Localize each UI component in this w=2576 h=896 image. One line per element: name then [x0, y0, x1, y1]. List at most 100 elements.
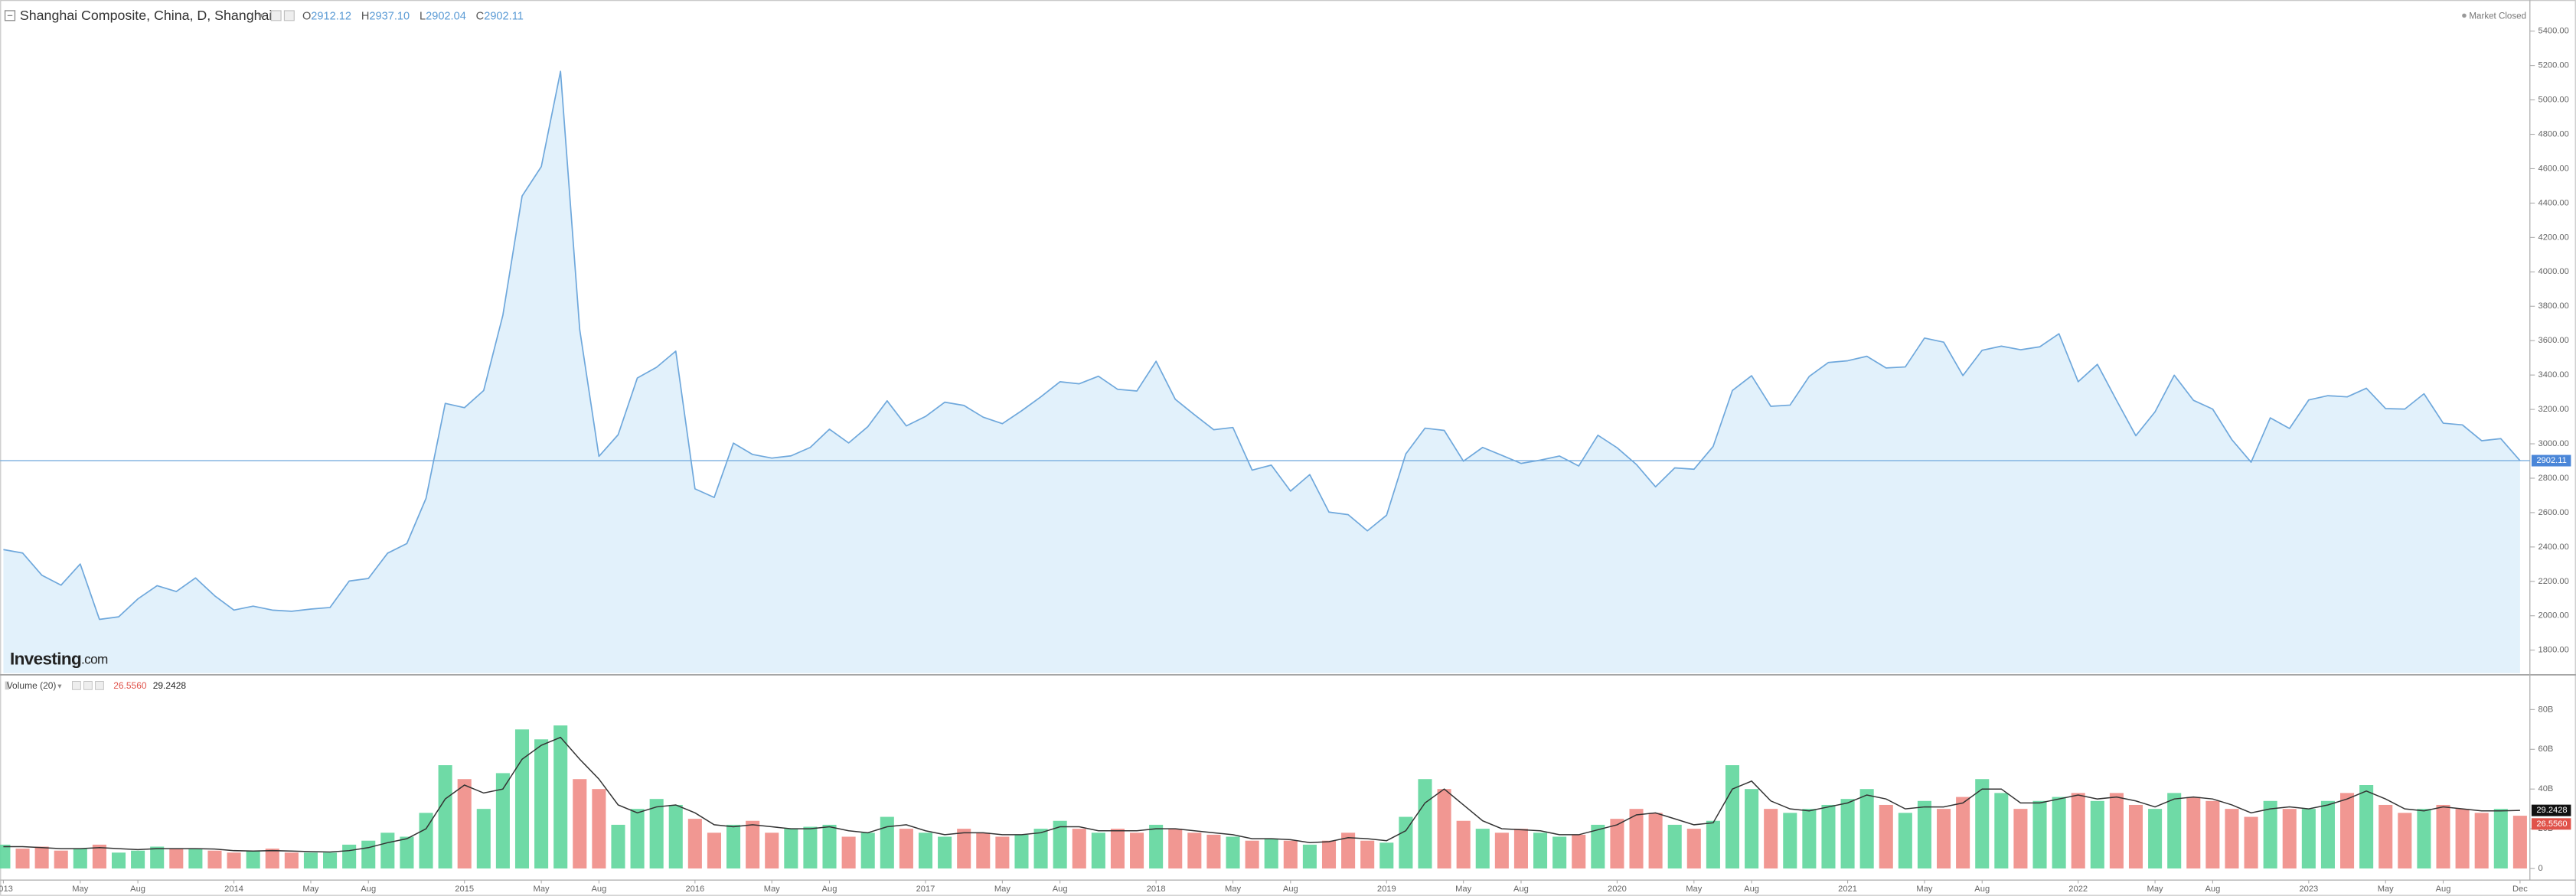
volume-bar: [514, 729, 530, 869]
volume-bar: [323, 852, 338, 869]
volume-bar: [227, 852, 241, 869]
volume-bar: [1014, 834, 1029, 869]
y2-tick-label: 40B: [2538, 784, 2554, 793]
volume-bar: [34, 846, 49, 869]
volume-bar: [1456, 820, 1471, 869]
volume-bar: [1898, 813, 1912, 869]
y-tick-label: 3000.00: [2538, 439, 2569, 448]
volume-ma-value: 29.2428: [153, 680, 187, 691]
volume-visibility[interactable]: [83, 681, 93, 690]
volume-collapse[interactable]: [5, 681, 9, 690]
volume-bar: [649, 799, 664, 869]
volume-bar: [1610, 819, 1624, 869]
collapse-icon[interactable]: [4, 10, 16, 21]
volume-bar: [1802, 809, 1817, 869]
volume-dropdown[interactable]: ▾: [57, 682, 62, 691]
x-tick-label: May: [72, 885, 88, 894]
volume-tag: [2531, 818, 2571, 830]
ohlc-key: O: [302, 10, 311, 22]
volume-settings[interactable]: [72, 681, 81, 690]
volume-bar: [361, 840, 376, 869]
x-tick-label: 2018: [1147, 885, 1166, 894]
volume-close[interactable]: [95, 681, 104, 690]
x-tick-label: May: [2147, 885, 2163, 894]
volume-bar: [2128, 804, 2143, 869]
volume-bar: [284, 852, 299, 869]
x-tick-label: Aug: [130, 885, 145, 894]
volume-bar: [2378, 804, 2393, 869]
y-tick-label: 3400.00: [2538, 370, 2569, 380]
volume-bar: [1667, 824, 1682, 869]
volume-bar: [841, 836, 856, 869]
x-tick-label: 2014: [224, 885, 243, 894]
volume-bar: [1975, 779, 1990, 869]
volume-ma-line: [3, 736, 2520, 853]
price-area: [3, 71, 2520, 673]
y-tick-label: 5000.00: [2538, 96, 2569, 105]
volume-bar: [765, 832, 779, 869]
volume-bar: [534, 739, 549, 869]
volume-bar: [495, 773, 510, 869]
volume-bar: [457, 779, 472, 869]
x-tick-label: May: [1686, 885, 1702, 894]
volume-bar: [2340, 793, 2355, 869]
volume-bar: [1475, 829, 1490, 869]
volume-bar: [265, 849, 279, 869]
volume-bar: [2436, 804, 2450, 869]
settings-icon[interactable]: [270, 10, 282, 21]
x-tick-label: 2023: [2299, 885, 2318, 894]
volume-bar: [1706, 820, 1720, 869]
volume-bar: [1187, 832, 1202, 869]
volume-bar: [2455, 809, 2470, 869]
x-tick-label: 2021: [1838, 885, 1857, 894]
y-tick-label: 2000.00: [2538, 611, 2569, 621]
x-tick-label: May: [534, 885, 550, 894]
volume-bar: [2186, 797, 2201, 869]
x-tick-label: Aug: [2205, 885, 2220, 894]
volume-bar: [380, 832, 395, 869]
ohlc-key: C: [476, 10, 485, 22]
volume-bar: [2071, 793, 2085, 869]
price-line: [3, 70, 2521, 621]
ohlc-item: H2937.10: [361, 10, 410, 22]
volume-bar: [2359, 785, 2374, 869]
x-tick-label: May: [1916, 885, 1932, 894]
x-tick-label: May: [1455, 885, 1471, 894]
close-icon[interactable]: [283, 10, 295, 21]
x-tick-label: Aug: [1283, 885, 1298, 894]
volume-bar: [419, 813, 433, 869]
volume-bar: [150, 846, 165, 869]
last-price-label: 2902.11: [2536, 456, 2566, 465]
volume-bar: [1956, 797, 1970, 869]
x-tick-label: May: [994, 885, 1010, 894]
volume-bar: [2244, 816, 2258, 869]
y2-tick-label: 0: [2538, 864, 2543, 873]
volume-ma-tag-label: 29.2428: [2536, 806, 2567, 815]
volume-bar: [918, 832, 933, 869]
volume-bar: [1283, 840, 1298, 869]
volume-bar: [1437, 789, 1451, 869]
volume-bar: [2148, 809, 2163, 869]
volume-bar: [1686, 829, 1701, 869]
y-tick-label: 3600.00: [2538, 336, 2569, 345]
title-dropdown[interactable]: ▾: [258, 10, 263, 21]
y2-tick-label: 80B: [2538, 705, 2554, 714]
watermark: Investing.com: [10, 650, 108, 669]
volume-bar: [73, 849, 87, 869]
volume-bar: [1302, 844, 1317, 869]
y-tick-label: 2200.00: [2538, 577, 2569, 586]
volume-bar: [1572, 834, 1586, 869]
volume-bar: [822, 824, 837, 869]
volume-bar: [880, 816, 894, 869]
volume-bar: [592, 789, 606, 869]
y-tick-label: 2400.00: [2538, 542, 2569, 552]
volume-bar: [1648, 813, 1663, 869]
y-tick-label: 4600.00: [2538, 164, 2569, 173]
ohlc-item: L2902.04: [420, 10, 466, 22]
volume-bar: [1821, 804, 1836, 869]
volume-bar: [1879, 804, 1893, 869]
ohlc-value: 2912.12: [311, 10, 351, 22]
volume-bar: [1033, 829, 1048, 869]
